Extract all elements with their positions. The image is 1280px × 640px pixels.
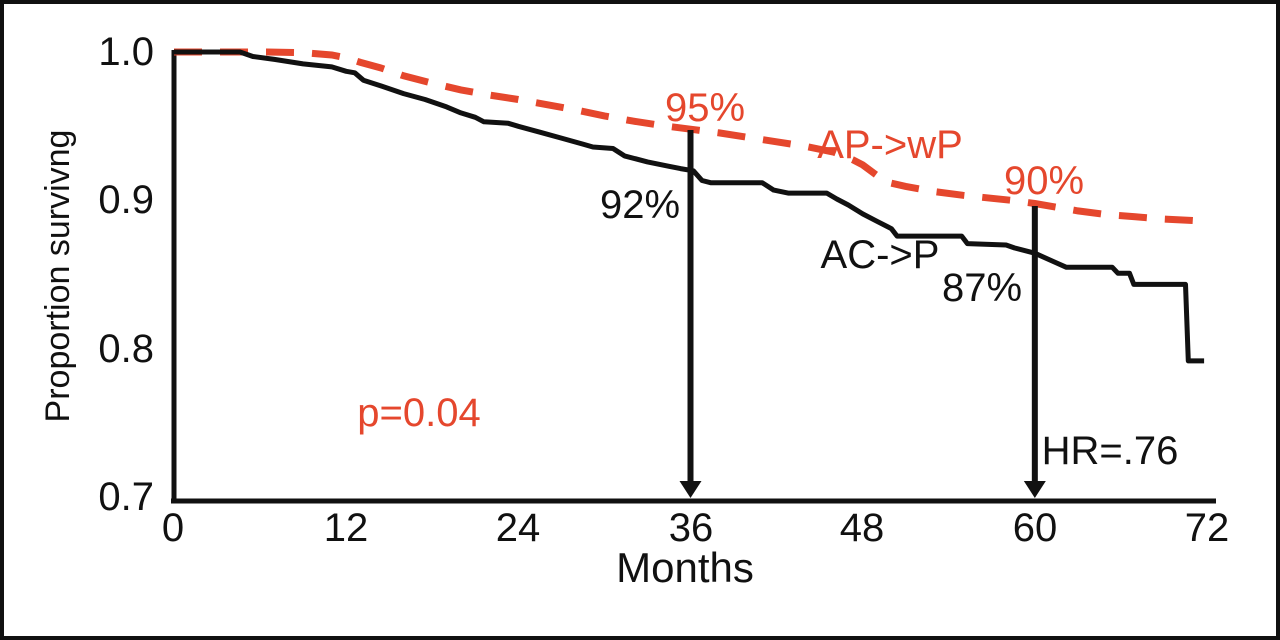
arrow-36-head bbox=[679, 481, 702, 498]
y-axis-title: Proportion survivng bbox=[39, 129, 77, 423]
arrow-36-months bbox=[679, 130, 702, 498]
x-tick-24: 24 bbox=[495, 506, 541, 550]
x-tick-12: 12 bbox=[323, 506, 369, 550]
series-label-ac-p: AC->P bbox=[820, 233, 940, 277]
annotation-87pct: 87% bbox=[941, 266, 1023, 310]
curve-ac-p bbox=[174, 49, 1205, 364]
y-tick-1.0: 1.0 bbox=[98, 30, 154, 74]
x-tick-48: 48 bbox=[839, 506, 885, 550]
arrow-60-months bbox=[1023, 206, 1046, 498]
annotation-90pct: 90% bbox=[1003, 159, 1085, 203]
plot-canvas bbox=[171, 48, 1216, 504]
annotation-p-value: p=0.04 bbox=[357, 391, 481, 435]
y-tick-0.8: 0.8 bbox=[98, 327, 154, 371]
annotation-92pct: 92% bbox=[599, 183, 681, 227]
x-tick-60: 60 bbox=[1012, 506, 1058, 550]
x-tick-36: 36 bbox=[668, 506, 714, 550]
x-tick-72: 72 bbox=[1184, 506, 1230, 550]
y-tick-0.7: 0.7 bbox=[98, 475, 154, 519]
x-tick-0: 0 bbox=[161, 506, 185, 550]
curve-ap-wp bbox=[174, 48, 1206, 225]
y-tick-0.9: 0.9 bbox=[98, 178, 154, 222]
series-label-ap-wp: AP->wP bbox=[817, 123, 963, 167]
annotation-hazard-ratio: HR=.76 bbox=[1041, 429, 1179, 473]
annotation-95pct: 95% bbox=[664, 86, 746, 130]
arrow-60-head bbox=[1023, 481, 1046, 498]
x-axis-title: Months bbox=[616, 544, 754, 591]
